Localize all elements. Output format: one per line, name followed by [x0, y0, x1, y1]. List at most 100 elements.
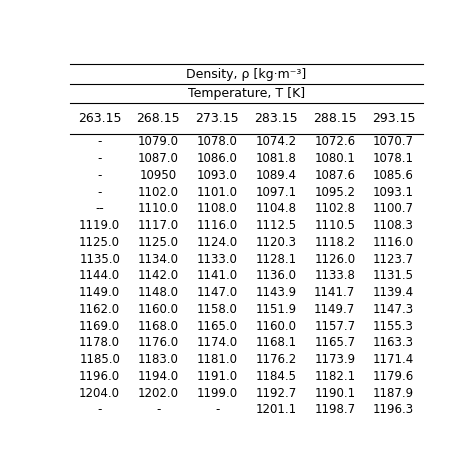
Text: 1157.7: 1157.7: [314, 319, 356, 333]
Text: 1171.4: 1171.4: [373, 353, 414, 366]
Text: 1086.0: 1086.0: [197, 152, 237, 165]
Text: 1128.1: 1128.1: [255, 253, 297, 265]
Text: 1151.9: 1151.9: [255, 303, 297, 316]
Text: 1135.0: 1135.0: [79, 253, 120, 265]
Text: 1196.3: 1196.3: [373, 403, 414, 416]
Text: 1187.9: 1187.9: [373, 387, 414, 400]
Text: 263.15: 263.15: [78, 111, 121, 125]
Text: Temperature, T [K]: Temperature, T [K]: [188, 87, 305, 100]
Text: 1124.0: 1124.0: [197, 236, 238, 249]
Text: 1198.7: 1198.7: [314, 403, 356, 416]
Text: 1155.3: 1155.3: [373, 319, 414, 333]
Text: 1147.3: 1147.3: [373, 303, 414, 316]
Text: -: -: [98, 186, 102, 199]
Text: 1074.2: 1074.2: [255, 136, 297, 148]
Text: 1182.1: 1182.1: [314, 370, 356, 383]
Text: 283.15: 283.15: [254, 111, 298, 125]
Text: 1116.0: 1116.0: [197, 219, 238, 232]
Text: 288.15: 288.15: [313, 111, 356, 125]
Text: 1165.0: 1165.0: [197, 319, 237, 333]
Text: 1160.0: 1160.0: [138, 303, 179, 316]
Text: 293.15: 293.15: [372, 111, 415, 125]
Text: 1112.5: 1112.5: [255, 219, 297, 232]
Text: 1173.9: 1173.9: [314, 353, 356, 366]
Text: 1185.0: 1185.0: [79, 353, 120, 366]
Text: 1199.0: 1199.0: [197, 387, 238, 400]
Text: 1125.0: 1125.0: [138, 236, 179, 249]
Text: 1116.0: 1116.0: [373, 236, 414, 249]
Text: 1179.6: 1179.6: [373, 370, 414, 383]
Text: 1178.0: 1178.0: [79, 337, 120, 349]
Text: -: -: [98, 403, 102, 416]
Text: 1142.0: 1142.0: [138, 269, 179, 283]
Text: 1089.4: 1089.4: [255, 169, 296, 182]
Text: 1191.0: 1191.0: [197, 370, 238, 383]
Text: 1176.2: 1176.2: [255, 353, 297, 366]
Text: 1148.0: 1148.0: [138, 286, 179, 299]
Text: 1118.2: 1118.2: [314, 236, 356, 249]
Text: 1110.5: 1110.5: [314, 219, 355, 232]
Text: 268.15: 268.15: [137, 111, 180, 125]
Text: 1176.0: 1176.0: [138, 337, 179, 349]
Text: 1201.1: 1201.1: [255, 403, 297, 416]
Text: 1190.1: 1190.1: [314, 387, 356, 400]
Text: 1202.0: 1202.0: [138, 387, 179, 400]
Text: 1163.3: 1163.3: [373, 337, 414, 349]
Text: 1085.6: 1085.6: [373, 169, 414, 182]
Text: 1081.8: 1081.8: [255, 152, 296, 165]
Text: 1093.1: 1093.1: [373, 186, 414, 199]
Text: 1134.0: 1134.0: [138, 253, 179, 265]
Text: --: --: [95, 202, 104, 215]
Text: -: -: [98, 169, 102, 182]
Text: -: -: [98, 136, 102, 148]
Text: 1126.0: 1126.0: [314, 253, 356, 265]
Text: 1165.7: 1165.7: [314, 337, 356, 349]
Text: 1102.8: 1102.8: [314, 202, 355, 215]
Text: 1168.1: 1168.1: [255, 337, 297, 349]
Text: -: -: [215, 403, 219, 416]
Text: 1183.0: 1183.0: [138, 353, 179, 366]
Text: 1149.7: 1149.7: [314, 303, 356, 316]
Text: 1194.0: 1194.0: [138, 370, 179, 383]
Text: 1087.0: 1087.0: [138, 152, 179, 165]
Text: Density, ρ [kg·m⁻³]: Density, ρ [kg·m⁻³]: [186, 68, 307, 81]
Text: -: -: [98, 152, 102, 165]
Text: 1072.6: 1072.6: [314, 136, 356, 148]
Text: 1149.0: 1149.0: [79, 286, 120, 299]
Text: 1147.0: 1147.0: [197, 286, 238, 299]
Text: 1093.0: 1093.0: [197, 169, 237, 182]
Text: 1110.0: 1110.0: [138, 202, 179, 215]
Text: 1181.0: 1181.0: [197, 353, 237, 366]
Text: 1204.0: 1204.0: [79, 387, 120, 400]
Text: 1133.0: 1133.0: [197, 253, 237, 265]
Text: 1108.3: 1108.3: [373, 219, 414, 232]
Text: 1141.7: 1141.7: [314, 286, 356, 299]
Text: 1168.0: 1168.0: [138, 319, 179, 333]
Text: 1097.1: 1097.1: [255, 186, 297, 199]
Text: 1158.0: 1158.0: [197, 303, 237, 316]
Text: 10950: 10950: [140, 169, 177, 182]
Text: 1184.5: 1184.5: [255, 370, 296, 383]
Text: 1139.4: 1139.4: [373, 286, 414, 299]
Text: 1169.0: 1169.0: [79, 319, 120, 333]
Text: 1078.0: 1078.0: [197, 136, 237, 148]
Text: 1162.0: 1162.0: [79, 303, 120, 316]
Text: 1101.0: 1101.0: [197, 186, 237, 199]
Text: 1133.8: 1133.8: [314, 269, 355, 283]
Text: 1174.0: 1174.0: [197, 337, 238, 349]
Text: -: -: [156, 403, 161, 416]
Text: 1070.7: 1070.7: [373, 136, 414, 148]
Text: 1192.7: 1192.7: [255, 387, 297, 400]
Text: 1102.0: 1102.0: [138, 186, 179, 199]
Text: 1141.0: 1141.0: [197, 269, 238, 283]
Text: 1196.0: 1196.0: [79, 370, 120, 383]
Text: 1136.0: 1136.0: [255, 269, 296, 283]
Text: 1144.0: 1144.0: [79, 269, 120, 283]
Text: 1160.0: 1160.0: [255, 319, 296, 333]
Text: 1079.0: 1079.0: [138, 136, 179, 148]
Text: 1117.0: 1117.0: [138, 219, 179, 232]
Text: 1123.7: 1123.7: [373, 253, 414, 265]
Text: 1078.1: 1078.1: [373, 152, 414, 165]
Text: 1108.0: 1108.0: [197, 202, 237, 215]
Text: 1104.8: 1104.8: [255, 202, 296, 215]
